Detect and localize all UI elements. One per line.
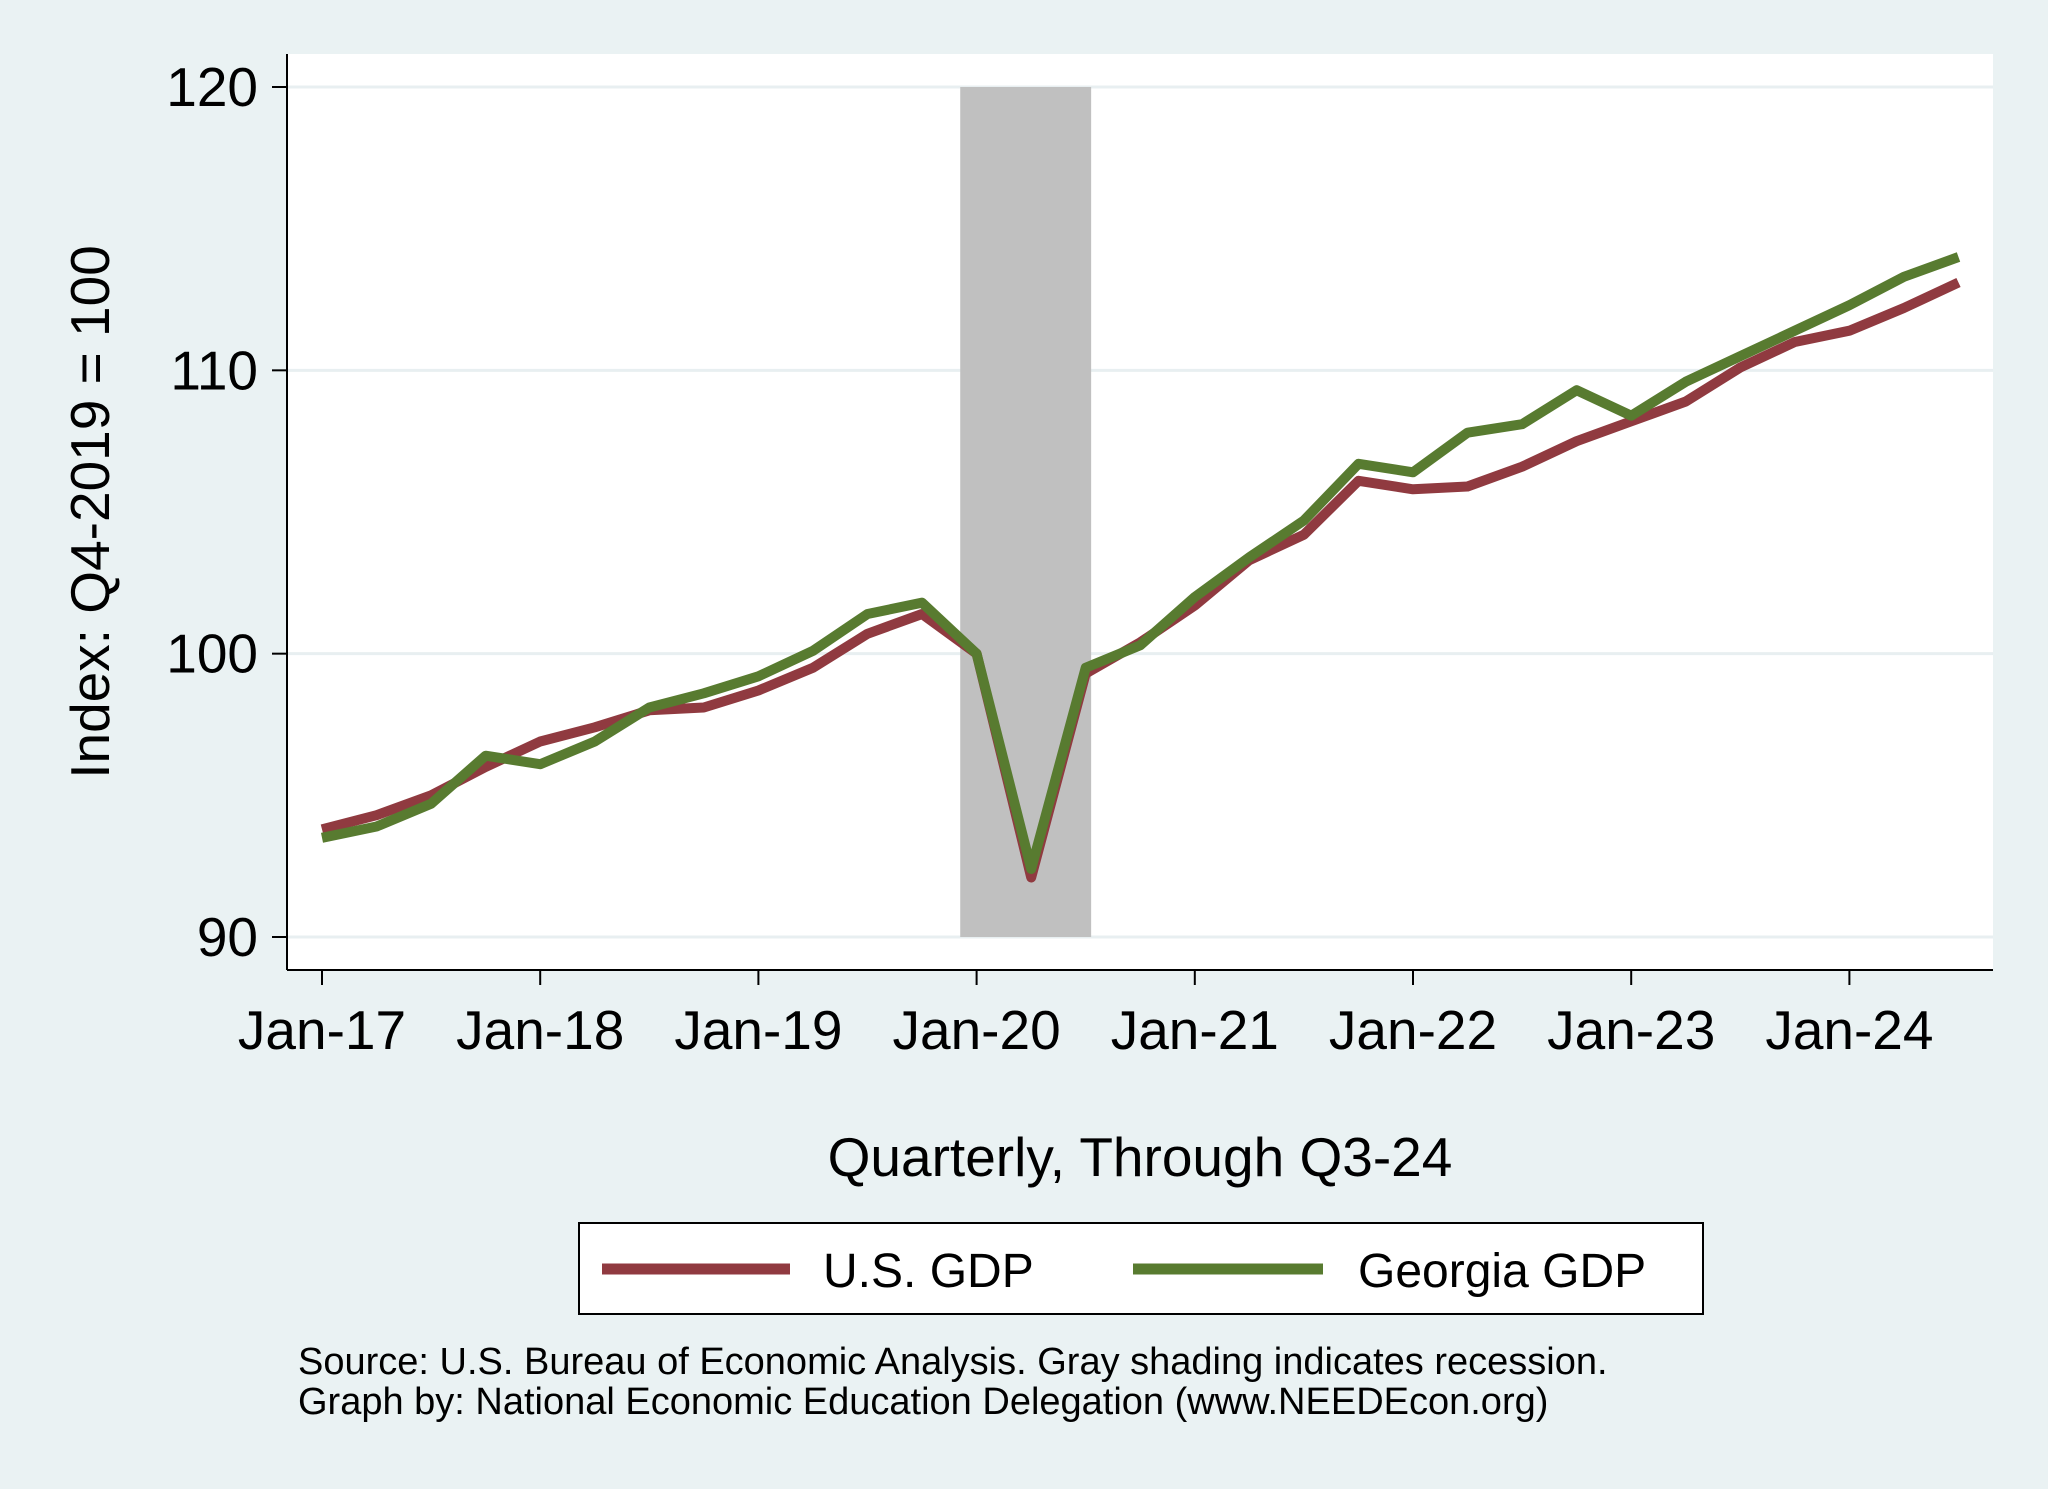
legend-label-georgia-gdp: Georgia GDP <box>1358 1245 1646 1298</box>
legend-label-us-gdp: U.S. GDP <box>823 1245 1034 1298</box>
x-tick-label-jan-20: Jan-20 <box>893 999 1061 1061</box>
x-tick-label-jan-24: Jan-24 <box>1765 999 1933 1061</box>
source-note: Source: U.S. Bureau of Economic Analysis… <box>298 1341 1608 1383</box>
x-tick-label-jan-18: Jan-18 <box>456 999 624 1061</box>
y-tick-label-90: 90 <box>197 906 258 968</box>
y-tick-label-110: 110 <box>170 339 258 401</box>
y-tick-label-120: 120 <box>166 56 258 118</box>
series-line-georgia-gdp <box>320 252 1961 874</box>
x-tick-label-jan-19: Jan-19 <box>674 999 842 1061</box>
legend: U.S. GDP Georgia GDP <box>578 1222 1704 1315</box>
x-tick-label-jan-17: Jan-17 <box>238 999 406 1061</box>
y-axis-title: Index: Q4-2019 = 100 <box>59 245 121 779</box>
plot-area <box>287 54 1993 970</box>
y-tick-label-100: 100 <box>166 623 258 685</box>
x-tick-label-jan-22: Jan-22 <box>1329 999 1497 1061</box>
credit-note: Graph by: National Economic Education De… <box>298 1381 1549 1423</box>
x-tick-label-jan-23: Jan-23 <box>1547 999 1715 1061</box>
recession-shading <box>960 87 1092 937</box>
x-axis-title: Quarterly, Through Q3-24 <box>828 1126 1453 1188</box>
x-tick-label-jan-21: Jan-21 <box>1111 999 1279 1061</box>
